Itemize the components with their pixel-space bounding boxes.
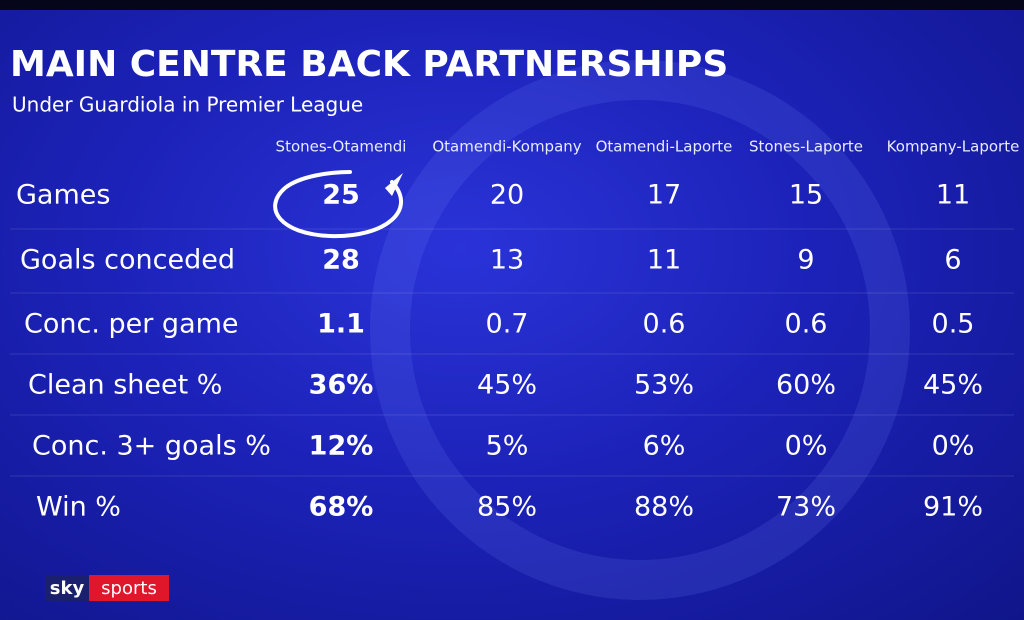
highlight-circle xyxy=(273,170,404,239)
row-label: Win % xyxy=(36,492,121,523)
cell: 68% xyxy=(309,492,374,523)
cell: 91% xyxy=(923,492,983,523)
row-label: Conc. 3+ goals % xyxy=(32,431,271,462)
cell: 85% xyxy=(477,492,537,523)
cell: 0.6 xyxy=(643,309,686,340)
cell: 9 xyxy=(797,245,814,276)
cell: 6% xyxy=(643,431,686,462)
cell: 5% xyxy=(486,431,529,462)
cell: 60% xyxy=(776,370,836,401)
column-header: Stones-Laporte xyxy=(749,138,863,156)
cell: 11 xyxy=(936,180,970,211)
column-header: Otamendi-Laporte xyxy=(596,138,733,156)
logo-sports-box xyxy=(89,575,169,601)
logo-sports: sports xyxy=(101,578,157,599)
cell: 13 xyxy=(490,245,524,276)
cell: 12% xyxy=(309,431,374,462)
cell: 15 xyxy=(789,180,823,211)
cell: 0.5 xyxy=(932,309,975,340)
cell: 28 xyxy=(322,245,360,276)
cell: 0.6 xyxy=(785,309,828,340)
cell: 53% xyxy=(634,370,694,401)
column-header: Kompany-Laporte xyxy=(887,138,1020,156)
cell: 17 xyxy=(647,180,681,211)
row-label: Clean sheet % xyxy=(28,370,222,401)
logo-sky: sky xyxy=(50,578,85,599)
cell: 25 xyxy=(322,180,360,211)
highlight-arrowhead xyxy=(385,173,403,196)
cell: 0% xyxy=(785,431,828,462)
cell: 1.1 xyxy=(317,309,365,340)
cell: 73% xyxy=(776,492,836,523)
cell: 6 xyxy=(944,245,961,276)
cell: 20 xyxy=(490,180,524,211)
column-header: Otamendi-Kompany xyxy=(432,138,581,156)
cell: 45% xyxy=(923,370,983,401)
row-label: Conc. per game xyxy=(24,309,239,340)
cell: 45% xyxy=(477,370,537,401)
cell: 0% xyxy=(932,431,975,462)
column-header: Stones-Otamendi xyxy=(276,138,407,156)
title: MAIN CENTRE BACK PARTNERSHIPS xyxy=(10,44,728,85)
top-band xyxy=(0,0,1024,10)
row-label: Goals conceded xyxy=(20,245,235,276)
row-label: Games xyxy=(16,180,110,211)
cell: 36% xyxy=(309,370,374,401)
cell: 88% xyxy=(634,492,694,523)
cell: 11 xyxy=(647,245,681,276)
cell: 0.7 xyxy=(486,309,529,340)
table: Stones-Otamendi Otamendi-Kompany Otamendi-… xyxy=(10,138,1019,523)
subtitle: Under Guardiola in Premier League xyxy=(12,93,363,117)
logo-sky-box xyxy=(45,575,89,601)
background-emblem xyxy=(370,60,910,600)
